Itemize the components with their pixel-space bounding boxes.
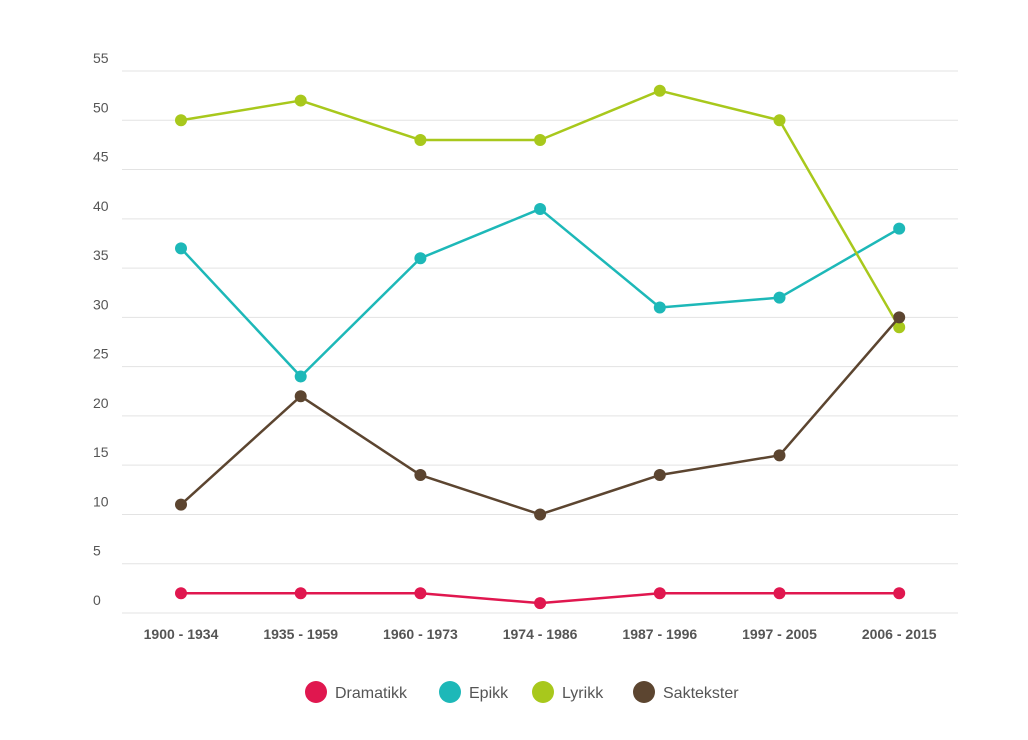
y-tick-label: 40 bbox=[93, 198, 109, 214]
x-tick-label: 1987 - 1996 bbox=[622, 626, 697, 642]
data-point[interactable] bbox=[175, 114, 187, 127]
legend-label: Saktekster bbox=[663, 685, 739, 702]
grid-layer bbox=[122, 70, 958, 614]
y-tick-label: 55 bbox=[93, 50, 109, 66]
data-point[interactable] bbox=[294, 370, 307, 383]
legend-label: Lyrikk bbox=[562, 685, 604, 702]
y-axis-ticks: 0 5 10 15 20 25 30 35 40 45 50 55 bbox=[93, 50, 109, 608]
y-tick-label: 5 bbox=[93, 543, 101, 559]
legend-item-lyrikk[interactable]: Lyrikk bbox=[532, 681, 604, 703]
series-epikk bbox=[175, 202, 906, 383]
data-point[interactable] bbox=[414, 133, 427, 146]
data-point[interactable] bbox=[534, 202, 547, 215]
data-point[interactable] bbox=[893, 222, 906, 235]
y-tick-label: 15 bbox=[93, 444, 109, 460]
legend-label: Epikk bbox=[469, 685, 509, 702]
series-layer bbox=[175, 84, 906, 610]
data-point[interactable] bbox=[653, 587, 666, 600]
legend-marker bbox=[439, 681, 461, 703]
legend-item-saktekster[interactable]: Saktekster bbox=[633, 681, 739, 703]
legend-marker bbox=[532, 681, 554, 703]
data-point[interactable] bbox=[534, 133, 547, 146]
data-point[interactable] bbox=[294, 94, 307, 107]
data-point[interactable] bbox=[414, 469, 427, 482]
data-point[interactable] bbox=[294, 390, 307, 403]
legend-label: Dramatikk bbox=[335, 685, 408, 702]
y-tick-label: 0 bbox=[93, 592, 101, 608]
series-line bbox=[180, 207, 900, 378]
y-tick-label: 20 bbox=[93, 395, 109, 411]
x-tick-label: 1997 - 2005 bbox=[742, 626, 817, 642]
x-tick-label: 1935 - 1959 bbox=[263, 626, 338, 642]
x-tick-label: 1900 - 1934 bbox=[144, 626, 219, 642]
data-point[interactable] bbox=[893, 311, 906, 324]
data-point[interactable] bbox=[773, 587, 786, 600]
series-saktekster bbox=[175, 311, 906, 521]
x-axis-ticks: 1900 - 1934 1935 - 1959 1960 - 1973 1974 - … bbox=[144, 626, 937, 642]
y-tick-label: 30 bbox=[93, 296, 109, 312]
legend-marker bbox=[305, 681, 327, 703]
series-lyrikk bbox=[175, 84, 906, 334]
data-point[interactable] bbox=[893, 587, 906, 600]
series-dramatikk bbox=[175, 587, 906, 610]
data-point[interactable] bbox=[175, 242, 187, 255]
y-tick-label: 45 bbox=[93, 149, 109, 165]
data-point[interactable] bbox=[294, 587, 307, 600]
data-point[interactable] bbox=[414, 587, 427, 600]
x-tick-label: 1974 - 1986 bbox=[503, 626, 578, 642]
data-point[interactable] bbox=[893, 321, 906, 334]
legend-marker bbox=[633, 681, 655, 703]
data-point[interactable] bbox=[653, 469, 666, 482]
legend-item-dramatikk[interactable]: Dramatikk bbox=[305, 681, 408, 703]
data-point[interactable] bbox=[653, 301, 666, 314]
legend: Dramatikk Epikk Lyrikk Saktekster bbox=[305, 681, 739, 703]
data-point[interactable] bbox=[534, 597, 547, 610]
data-point[interactable] bbox=[773, 291, 786, 304]
data-point[interactable] bbox=[175, 587, 187, 600]
data-point[interactable] bbox=[414, 252, 427, 265]
data-point[interactable] bbox=[175, 498, 187, 511]
y-tick-label: 10 bbox=[93, 493, 109, 509]
data-point[interactable] bbox=[773, 449, 786, 462]
data-point[interactable] bbox=[773, 114, 786, 127]
data-point[interactable] bbox=[534, 508, 547, 521]
x-tick-label: 2006 - 2015 bbox=[862, 626, 937, 642]
y-tick-label: 50 bbox=[93, 99, 109, 115]
legend-item-epikk[interactable]: Epikk bbox=[439, 681, 509, 703]
y-tick-label: 35 bbox=[93, 247, 109, 263]
y-tick-label: 25 bbox=[93, 346, 109, 362]
x-tick-label: 1960 - 1973 bbox=[383, 626, 458, 642]
data-point[interactable] bbox=[653, 84, 666, 97]
